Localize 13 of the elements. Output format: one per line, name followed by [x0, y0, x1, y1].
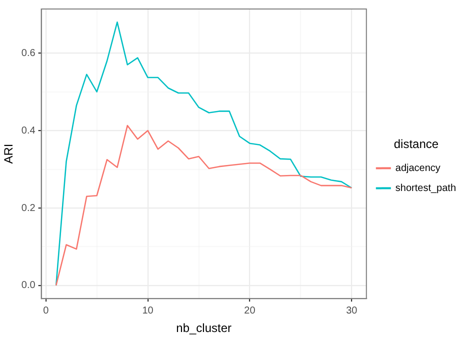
x-tick-label: 30	[346, 305, 358, 316]
y-tick-label: 0.0	[21, 280, 36, 292]
y-tick-label: 0.6	[21, 48, 36, 59]
legend-label: adjacency	[395, 162, 440, 174]
x-tick-label: 0	[43, 305, 50, 316]
y-axis-title: ARI	[2, 144, 16, 164]
x-axis-title: nb_cluster	[176, 321, 232, 336]
y-tick-label: 0.2	[21, 202, 36, 214]
x-tick-label: 20	[244, 305, 256, 316]
x-tick-label: 10	[142, 305, 154, 316]
legend-label: shortest_path	[395, 182, 456, 194]
legend-title: distance	[394, 137, 439, 152]
y-tick-label: 0.4	[21, 125, 36, 136]
